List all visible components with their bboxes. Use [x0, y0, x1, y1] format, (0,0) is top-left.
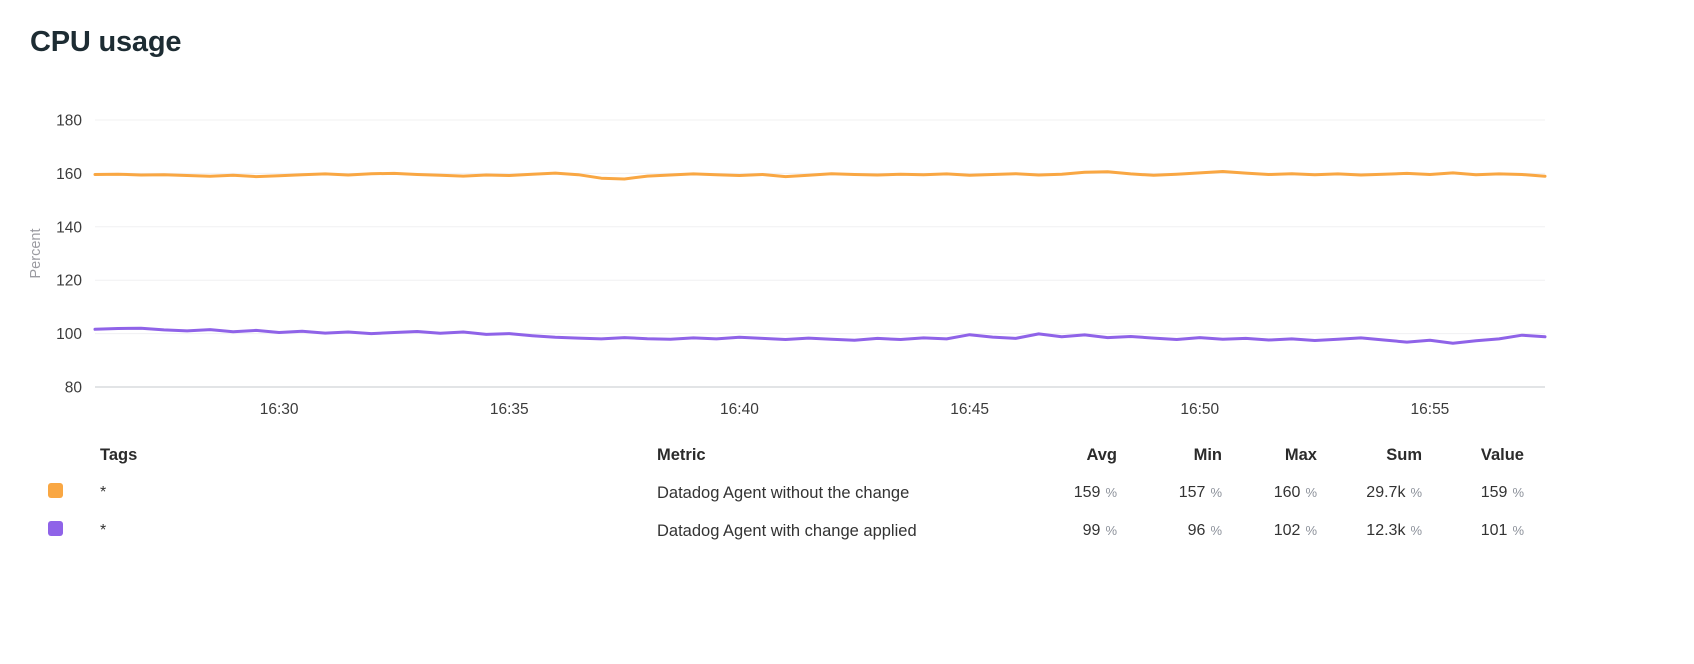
series-line-datadog-agent-with-change-applied[interactable] — [93, 326, 1547, 345]
y-axis-tick-label: 180 — [56, 113, 82, 130]
legend-avg-value: 99% — [1082, 522, 1117, 539]
legend-metric-name: Datadog Agent with change applied — [657, 521, 917, 540]
legend-min-value: 157% — [1178, 484, 1222, 501]
series-swatch-cell — [44, 483, 100, 503]
y-axis-tick-label: 100 — [56, 326, 82, 343]
legend-sum-value: 12.3k% — [1366, 522, 1422, 539]
legend-header-metric: Metric — [657, 445, 706, 464]
y-axis-label: Percent — [28, 229, 44, 279]
legend-table: Tags Metric Avg Min Max Sum Value * Data… — [0, 436, 1694, 550]
legend-header-min: Min — [1193, 445, 1222, 464]
legend-min-value: 96% — [1187, 522, 1222, 539]
legend-row[interactable]: * Datadog Agent without the change 159% … — [0, 474, 1694, 512]
page-title: CPU usage — [30, 26, 182, 58]
series-swatch-cell — [44, 521, 100, 541]
y-axis-tick-label: 140 — [56, 219, 82, 236]
legend-sum-value: 29.7k% — [1366, 484, 1422, 501]
percent-unit: % — [1512, 485, 1524, 500]
legend-header-tags: Tags — [100, 445, 138, 464]
percent-unit: % — [1105, 485, 1117, 500]
legend-max-value: 160% — [1273, 484, 1317, 501]
legend-metric-name: Datadog Agent without the change — [657, 483, 910, 502]
y-axis-tick-label: 120 — [56, 273, 82, 290]
legend-header-max: Max — [1284, 445, 1317, 464]
series-color-swatch[interactable] — [48, 483, 63, 498]
legend-tag: * — [100, 484, 107, 501]
x-axis-tick-label: 16:45 — [950, 401, 989, 418]
x-axis-tick-label: 16:55 — [1411, 401, 1450, 418]
percent-unit: % — [1410, 523, 1422, 538]
x-axis-tick-label: 16:40 — [720, 401, 759, 418]
percent-unit: % — [1105, 523, 1117, 538]
legend-max-value: 102% — [1273, 522, 1317, 539]
legend-value-value: 159% — [1480, 484, 1524, 501]
x-axis-tick-label: 16:30 — [260, 401, 299, 418]
legend-value-value: 101% — [1480, 522, 1524, 539]
legend-header-value: Value — [1480, 445, 1524, 464]
percent-unit: % — [1210, 485, 1222, 500]
x-axis-tick-label: 16:50 — [1180, 401, 1219, 418]
y-axis-tick-label: 160 — [56, 166, 82, 183]
percent-unit: % — [1410, 485, 1422, 500]
percent-unit: % — [1305, 523, 1317, 538]
legend-header-avg: Avg — [1086, 445, 1117, 464]
y-axis-tick-label: 80 — [65, 380, 83, 397]
legend-header-sum: Sum — [1386, 445, 1422, 464]
legend-row[interactable]: * Datadog Agent with change applied 99% … — [0, 512, 1694, 550]
series-color-swatch[interactable] — [48, 521, 63, 536]
percent-unit: % — [1210, 523, 1222, 538]
x-axis-tick-label: 16:35 — [490, 401, 529, 418]
legend-header-row: Tags Metric Avg Min Max Sum Value — [0, 436, 1694, 474]
percent-unit: % — [1305, 485, 1317, 500]
series-line-datadog-agent-without-the-change[interactable] — [93, 170, 1547, 181]
cpu-usage-chart: 80 100 120 140 160 180 Percent 16:30 16:35 16:40 1… — [28, 90, 1547, 418]
chart-plot-area[interactable] — [95, 90, 1545, 387]
legend-avg-value: 159% — [1073, 484, 1117, 501]
percent-unit: % — [1512, 523, 1524, 538]
legend-tag: * — [100, 522, 107, 539]
